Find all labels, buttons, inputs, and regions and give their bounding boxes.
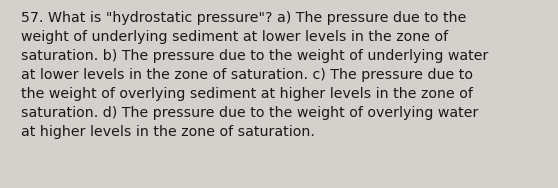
Text: 57. What is "hydrostatic pressure"? a) The pressure due to the
weight of underly: 57. What is "hydrostatic pressure"? a) T… (21, 11, 488, 139)
